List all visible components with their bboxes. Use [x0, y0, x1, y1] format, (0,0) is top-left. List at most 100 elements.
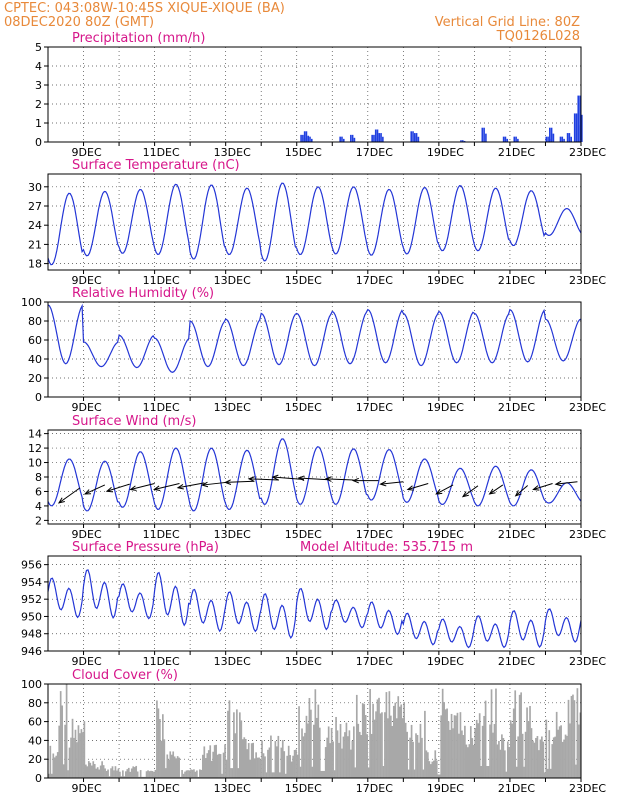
cloud-bar — [277, 735, 280, 778]
precip-bar — [549, 127, 551, 142]
cloud-bar — [236, 709, 238, 778]
cloud-bar — [127, 767, 130, 778]
cloud-bar — [364, 715, 367, 778]
wind-vector-head — [406, 485, 414, 491]
cloud-bar — [201, 754, 204, 778]
cloud-bar — [244, 738, 247, 778]
wind-vector-head — [105, 487, 113, 493]
wind-vector — [325, 478, 354, 481]
x-tick-label: 21DEC — [498, 401, 535, 414]
cloud-bar — [86, 766, 89, 778]
wind-vector — [84, 484, 106, 495]
y-tick-label: 4 — [35, 500, 42, 513]
cloud-bar — [105, 770, 108, 778]
temp-frame — [47, 173, 582, 271]
precip-bar — [502, 136, 505, 142]
cloud-bar — [344, 732, 346, 778]
cloud-bar — [360, 735, 363, 778]
cloud-bar — [240, 720, 243, 778]
cloud-bar — [529, 705, 531, 778]
temp-title: Surface Temperature (nC) — [72, 158, 240, 173]
cloud-bar — [218, 753, 220, 778]
cloud-bar — [435, 760, 438, 778]
cloud-bar — [89, 762, 92, 778]
wind-vector-head — [514, 490, 522, 497]
cloud-bar — [502, 738, 505, 778]
precip-bar — [504, 136, 507, 142]
wind-vector-head — [461, 491, 469, 498]
cloud-bar — [453, 715, 456, 778]
cloud-bar — [409, 737, 411, 778]
cloud-bar — [387, 718, 389, 778]
cloud-bar — [153, 771, 155, 778]
cloud-bar — [378, 697, 380, 778]
cloud-bar — [419, 723, 422, 778]
precip-bar — [568, 133, 571, 142]
y-tick-label: 60 — [28, 334, 42, 347]
cloud-bar — [191, 769, 194, 778]
wind-vector-head — [324, 476, 332, 482]
cloud-bar — [350, 749, 352, 778]
cloud-bar — [139, 770, 142, 778]
cloud-bar — [345, 722, 348, 778]
cloud-bar — [253, 758, 256, 778]
cloud-bar — [230, 768, 232, 778]
cloud-bar — [535, 737, 537, 778]
cloud-bar — [219, 754, 222, 778]
cloud-bar — [77, 725, 80, 778]
x-tick-label: 9DEC — [72, 528, 102, 541]
cloud-bar — [415, 733, 417, 778]
cloud-bar — [323, 770, 326, 778]
cloud-bar — [129, 771, 132, 778]
cloud-bar — [173, 756, 176, 778]
y-tick-label: 2 — [35, 514, 42, 527]
wind-vector-head — [176, 484, 184, 490]
cloud-bar — [169, 751, 172, 778]
cloud-bar — [228, 700, 231, 778]
cloud-bar — [305, 715, 308, 778]
cloud-bar — [313, 724, 315, 778]
cloud-bar — [539, 739, 542, 778]
wind-vector — [225, 480, 255, 483]
cloud-bar — [196, 770, 198, 778]
x-tick-label: 21DEC — [498, 146, 535, 159]
cloud-bar — [96, 767, 99, 778]
cloud-bar — [560, 725, 562, 778]
precip-bar — [371, 134, 373, 142]
cloud-bar — [190, 769, 192, 778]
cloud-bar — [175, 758, 178, 778]
precip-bar — [413, 133, 416, 142]
precip-bar — [310, 138, 313, 142]
cloud-bar — [150, 770, 152, 778]
precip-bar — [307, 136, 309, 142]
cloud-bar — [157, 708, 160, 778]
cloud-bar — [398, 706, 401, 778]
cloud-bar — [87, 761, 90, 778]
cloud-bar — [358, 731, 361, 778]
cloud-bar — [212, 751, 215, 778]
cloud-bar — [573, 700, 576, 778]
x-tick-label: 17DEC — [356, 401, 393, 414]
cloud-bar — [424, 710, 426, 778]
x-tick-label: 13DEC — [214, 401, 251, 414]
cloud-bar — [142, 776, 145, 778]
wind-vector — [272, 476, 304, 480]
cloud-bar — [320, 770, 323, 778]
cloud-bar — [85, 764, 87, 778]
cloud-bar — [461, 730, 463, 778]
y-tick-label: 946 — [21, 645, 42, 658]
precip-bar — [380, 133, 382, 142]
pres-subtitle: Model Altitude: 535.715 m — [300, 540, 473, 555]
precip-bar — [581, 114, 583, 142]
cloud-bar — [563, 739, 565, 778]
cloud-bar — [71, 718, 74, 778]
pres-frame — [47, 555, 582, 652]
cloud-bar — [506, 741, 509, 778]
cloud-bar — [395, 718, 398, 778]
y-tick-label: 10 — [28, 457, 42, 470]
cloud-bar — [274, 741, 277, 778]
cloud-bar — [530, 728, 533, 778]
x-tick-label: 15DEC — [285, 655, 322, 668]
cloud-bar — [520, 692, 522, 778]
precip-bar — [417, 136, 420, 142]
